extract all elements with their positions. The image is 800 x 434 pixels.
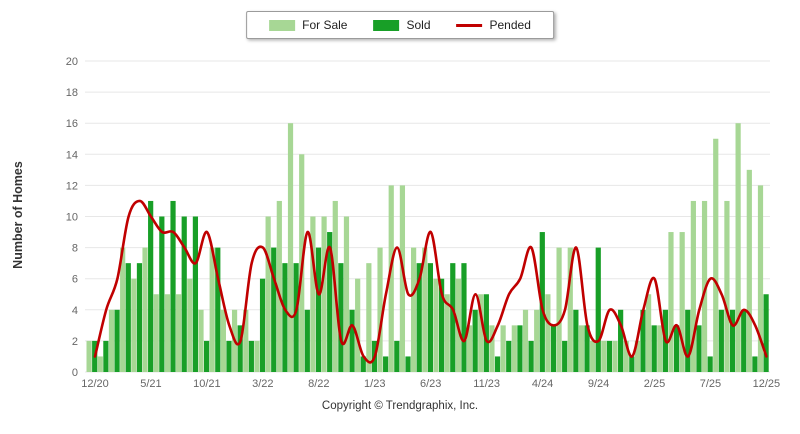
legend: For Sale Sold Pended [246,11,554,39]
svg-text:2: 2 [72,336,78,348]
svg-text:3/22: 3/22 [252,378,273,390]
sold-swatch-icon [373,19,400,31]
svg-text:12: 12 [66,180,78,192]
legend-for-sale-label: For Sale [302,18,348,32]
svg-text:6: 6 [72,274,78,286]
svg-text:1/23: 1/23 [364,378,385,390]
svg-text:10/21: 10/21 [193,378,221,390]
svg-text:16: 16 [66,118,78,130]
svg-text:11/23: 11/23 [473,378,500,390]
svg-text:12/20: 12/20 [81,378,109,390]
svg-text:14: 14 [66,149,78,161]
svg-text:9/24: 9/24 [588,378,609,390]
svg-text:10: 10 [66,212,78,224]
legend-item-sold: Sold [373,18,431,32]
svg-text:2/25: 2/25 [644,378,665,390]
svg-text:18: 18 [66,87,78,99]
legend-item-for-sale: For Sale [269,18,347,32]
y-axis-title: Number of Homes [11,161,25,269]
svg-text:5/21: 5/21 [140,378,161,390]
svg-text:8/22: 8/22 [308,378,329,390]
svg-text:4/24: 4/24 [532,378,553,390]
svg-text:20: 20 [66,56,78,68]
svg-text:12/25: 12/25 [753,378,781,390]
legend-pended-label: Pended [489,18,531,32]
for-sale-swatch-icon [269,19,296,31]
svg-text:8: 8 [72,243,78,255]
svg-text:6/23: 6/23 [420,378,441,390]
legend-item-pended: Pended [456,18,531,32]
svg-text:0: 0 [72,367,78,379]
copyright-text: Copyright © Trendgraphix, Inc. [321,400,479,412]
legend-sold-label: Sold [406,18,431,32]
svg-text:4: 4 [72,305,78,317]
svg-text:7/25: 7/25 [700,378,721,390]
pended-line-swatch-icon [456,23,483,27]
